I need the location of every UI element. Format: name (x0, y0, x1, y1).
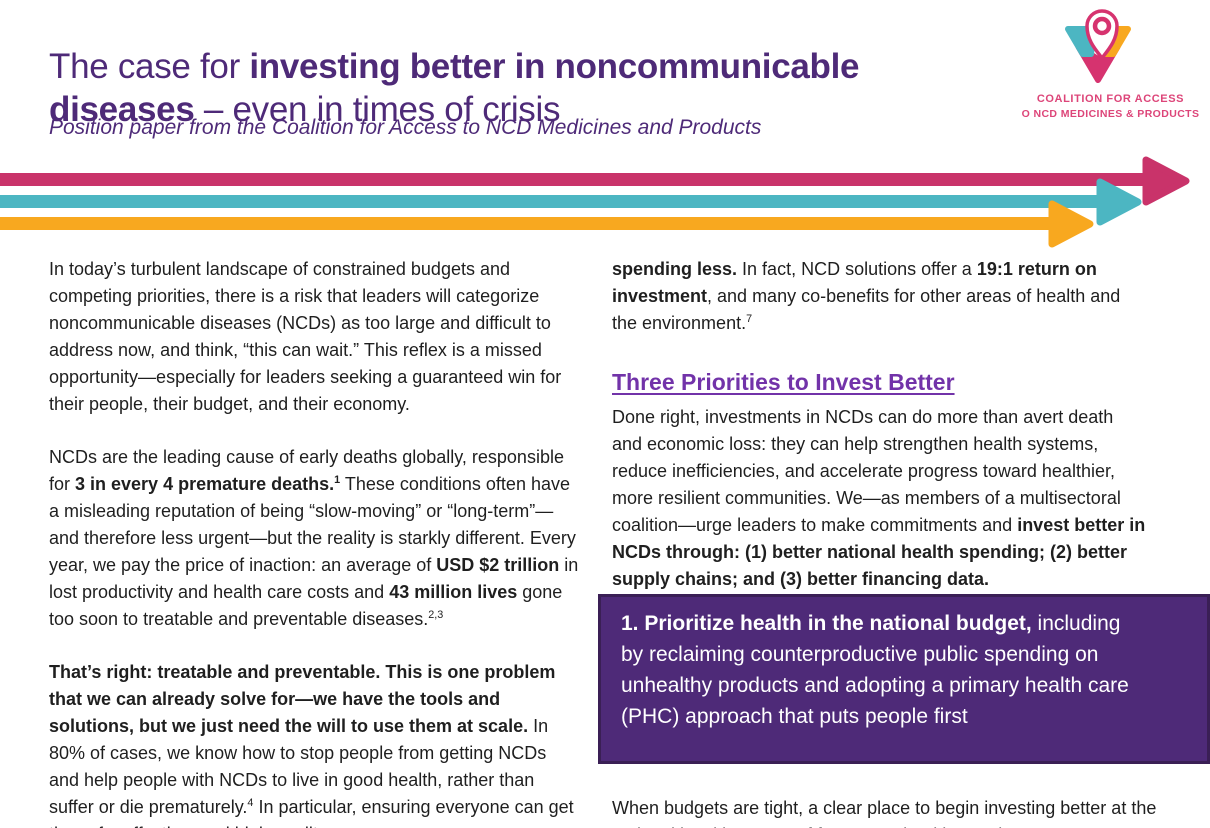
paragraph-roi: spending less. In fact, NCD solutions of… (612, 259, 1121, 333)
tricolor-arrows-divider (0, 156, 1190, 248)
paragraph-budgets-tight: When budgets are tight, a clear place to… (612, 798, 1157, 828)
priority-1-callout-box: 1. Prioritize health in the national bud… (598, 594, 1210, 764)
paragraph-ncd-burden: NCDs are the leading cause of early deat… (49, 447, 579, 629)
right-column: spending less. In fact, NCD solutions of… (612, 256, 1148, 619)
priority-1-text: 1. Prioritize health in the national bud… (621, 612, 1129, 728)
logo-line1: COALITION FOR ACCESS (1036, 93, 1185, 105)
paragraph-intro: In today’s turbulent landscape of constr… (49, 259, 562, 414)
paragraph-treatable: That’s right: treatable and preventable.… (49, 662, 574, 828)
coalition-logo-text: COALITION FOR ACCESS O NCD MEDICINES & P… (1018, 92, 1203, 122)
coalition-logo-icon (1065, 9, 1131, 83)
page-title: The case for investing better in noncomm… (49, 47, 860, 130)
arrow-pink (0, 156, 1190, 206)
logo-line2: O NCD MEDICINES & PRODUCTS (1021, 108, 1200, 120)
arrow-orange (0, 200, 1094, 248)
page-subtitle: Position paper from the Coalition for Ac… (49, 116, 762, 139)
section-heading-link[interactable]: Three Priorities to Invest Better (612, 369, 955, 395)
arrow-teal (0, 178, 1142, 226)
left-column: In today’s turbulent landscape of constr… (49, 256, 579, 828)
paragraph-three-priorities: Done right, investments in NCDs can do m… (612, 407, 1146, 589)
